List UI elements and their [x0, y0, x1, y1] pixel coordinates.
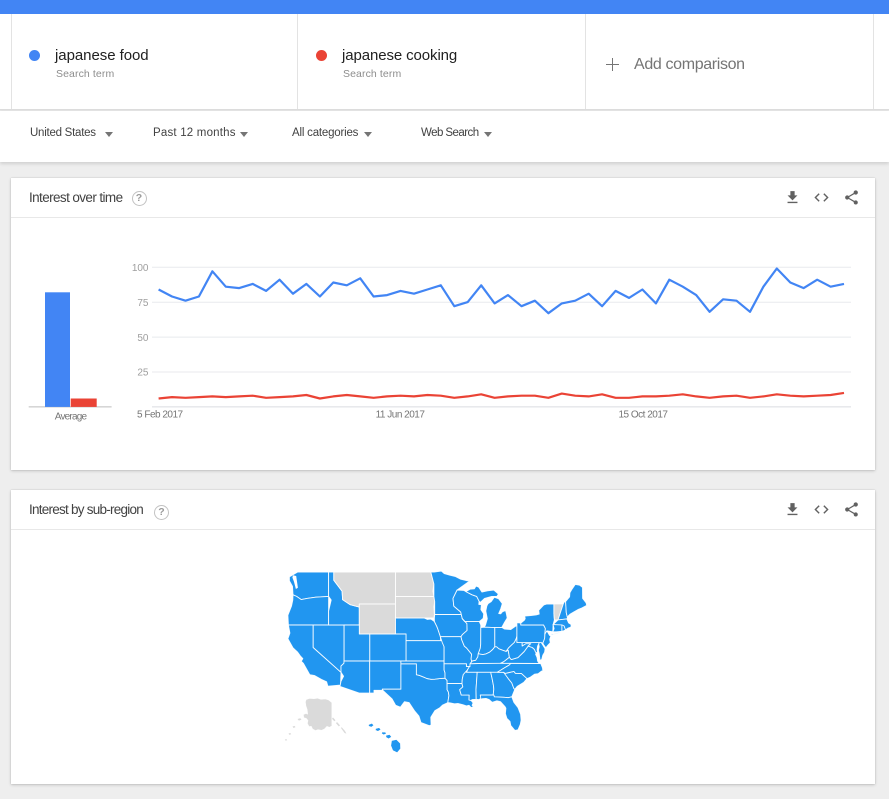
svg-text:5 Feb 2017: 5 Feb 2017 [137, 410, 184, 421]
svg-text:25: 25 [137, 368, 149, 379]
svg-text:75: 75 [137, 298, 149, 309]
svg-text:15 Oct 2017: 15 Oct 2017 [619, 410, 669, 421]
svg-text:Average: Average [55, 412, 88, 423]
svg-text:50: 50 [137, 333, 149, 344]
svg-text:11 Jun 2017: 11 Jun 2017 [376, 410, 426, 421]
svg-text:100: 100 [132, 263, 149, 274]
